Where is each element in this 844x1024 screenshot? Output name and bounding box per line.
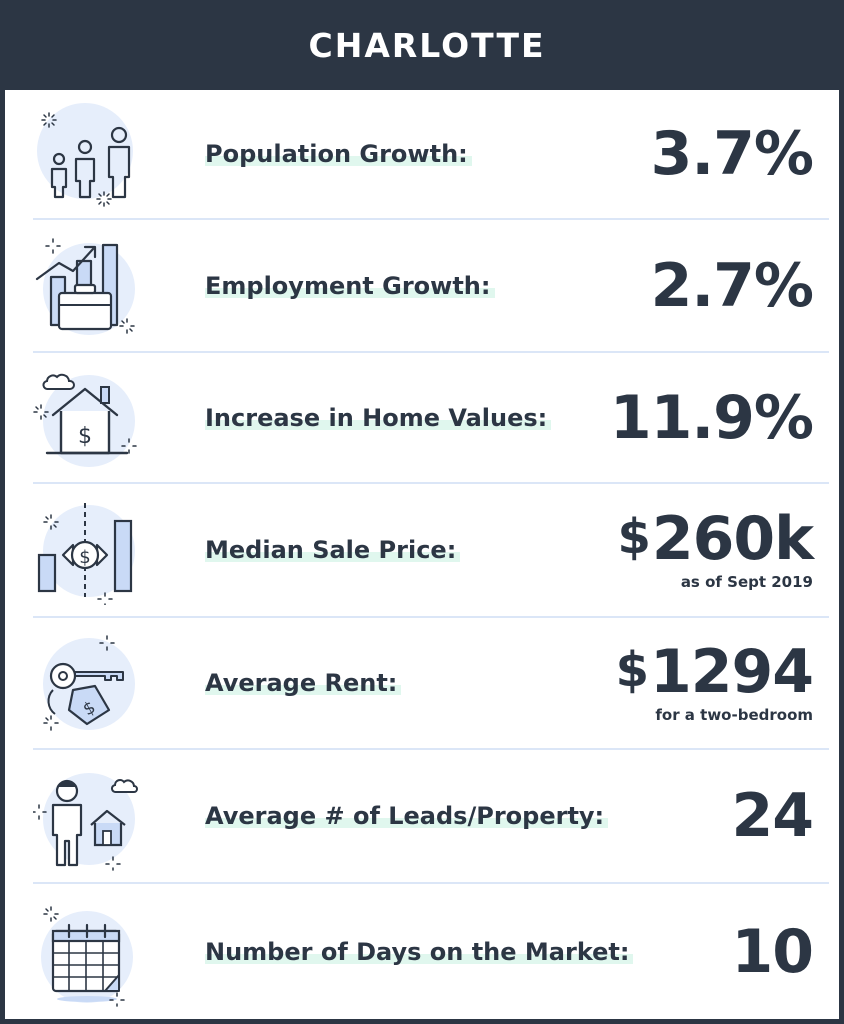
employment-chart-briefcase-icon — [33, 231, 143, 341]
stat-label: Number of Days on the Market: — [205, 937, 634, 966]
currency-symbol: $ — [615, 642, 649, 698]
stat-number: 1294 — [650, 637, 814, 707]
stat-row-days-on-market: Number of Days on the Market: 10 — [33, 884, 829, 1019]
header-bar: CHARLOTTE — [5, 0, 844, 90]
svg-text:$: $ — [78, 424, 92, 449]
stat-label: Population Growth: — [205, 140, 472, 168]
stat-label: Average Rent: — [205, 669, 402, 697]
stat-value: $1294 — [615, 642, 814, 702]
stat-value: 10 — [731, 916, 814, 987]
key-tag-icon: $ — [33, 628, 143, 738]
stat-note: for a two-bedroom — [655, 706, 813, 724]
family-icon — [33, 99, 143, 209]
currency-symbol: $ — [617, 509, 650, 565]
sale-price-candy-icon: $ — [33, 495, 143, 605]
stat-label: Increase in Home Values: — [205, 403, 552, 432]
stat-value: 3.7% — [650, 119, 814, 189]
stat-note: as of Sept 2019 — [680, 573, 813, 591]
stat-row-population: Population Growth: 3.7% — [33, 90, 829, 220]
stat-label: Median Sale Price: — [205, 536, 461, 564]
stat-label: Average # of Leads/Property: — [205, 802, 609, 830]
stat-row-leads: Average # of Leads/Property: 24 — [33, 750, 829, 884]
stat-row-employment: Employment Growth: 2.7% — [33, 220, 829, 353]
stat-number: 260k — [651, 504, 814, 574]
stat-value: 11.9% — [609, 382, 814, 453]
city-title: CHARLOTTE — [308, 25, 546, 65]
stat-row-median-sale: $ Median Sale Price: $260k as of Sept 20… — [33, 484, 829, 618]
stat-row-average-rent: $ Average Rent: $1294 for a two-bedroom — [33, 618, 829, 750]
stat-row-home-values: $ Increase in Home Values: 11.9% — [33, 353, 829, 484]
stat-value: 2.7% — [650, 250, 814, 321]
stat-value: $260k — [617, 509, 814, 569]
person-house-icon — [33, 761, 143, 871]
calendar-icon — [33, 897, 143, 1007]
svg-text:$: $ — [79, 547, 90, 568]
stat-value: 24 — [731, 781, 814, 851]
stat-label: Employment Growth: — [205, 271, 495, 300]
house-dollar-icon: $ — [33, 363, 143, 473]
